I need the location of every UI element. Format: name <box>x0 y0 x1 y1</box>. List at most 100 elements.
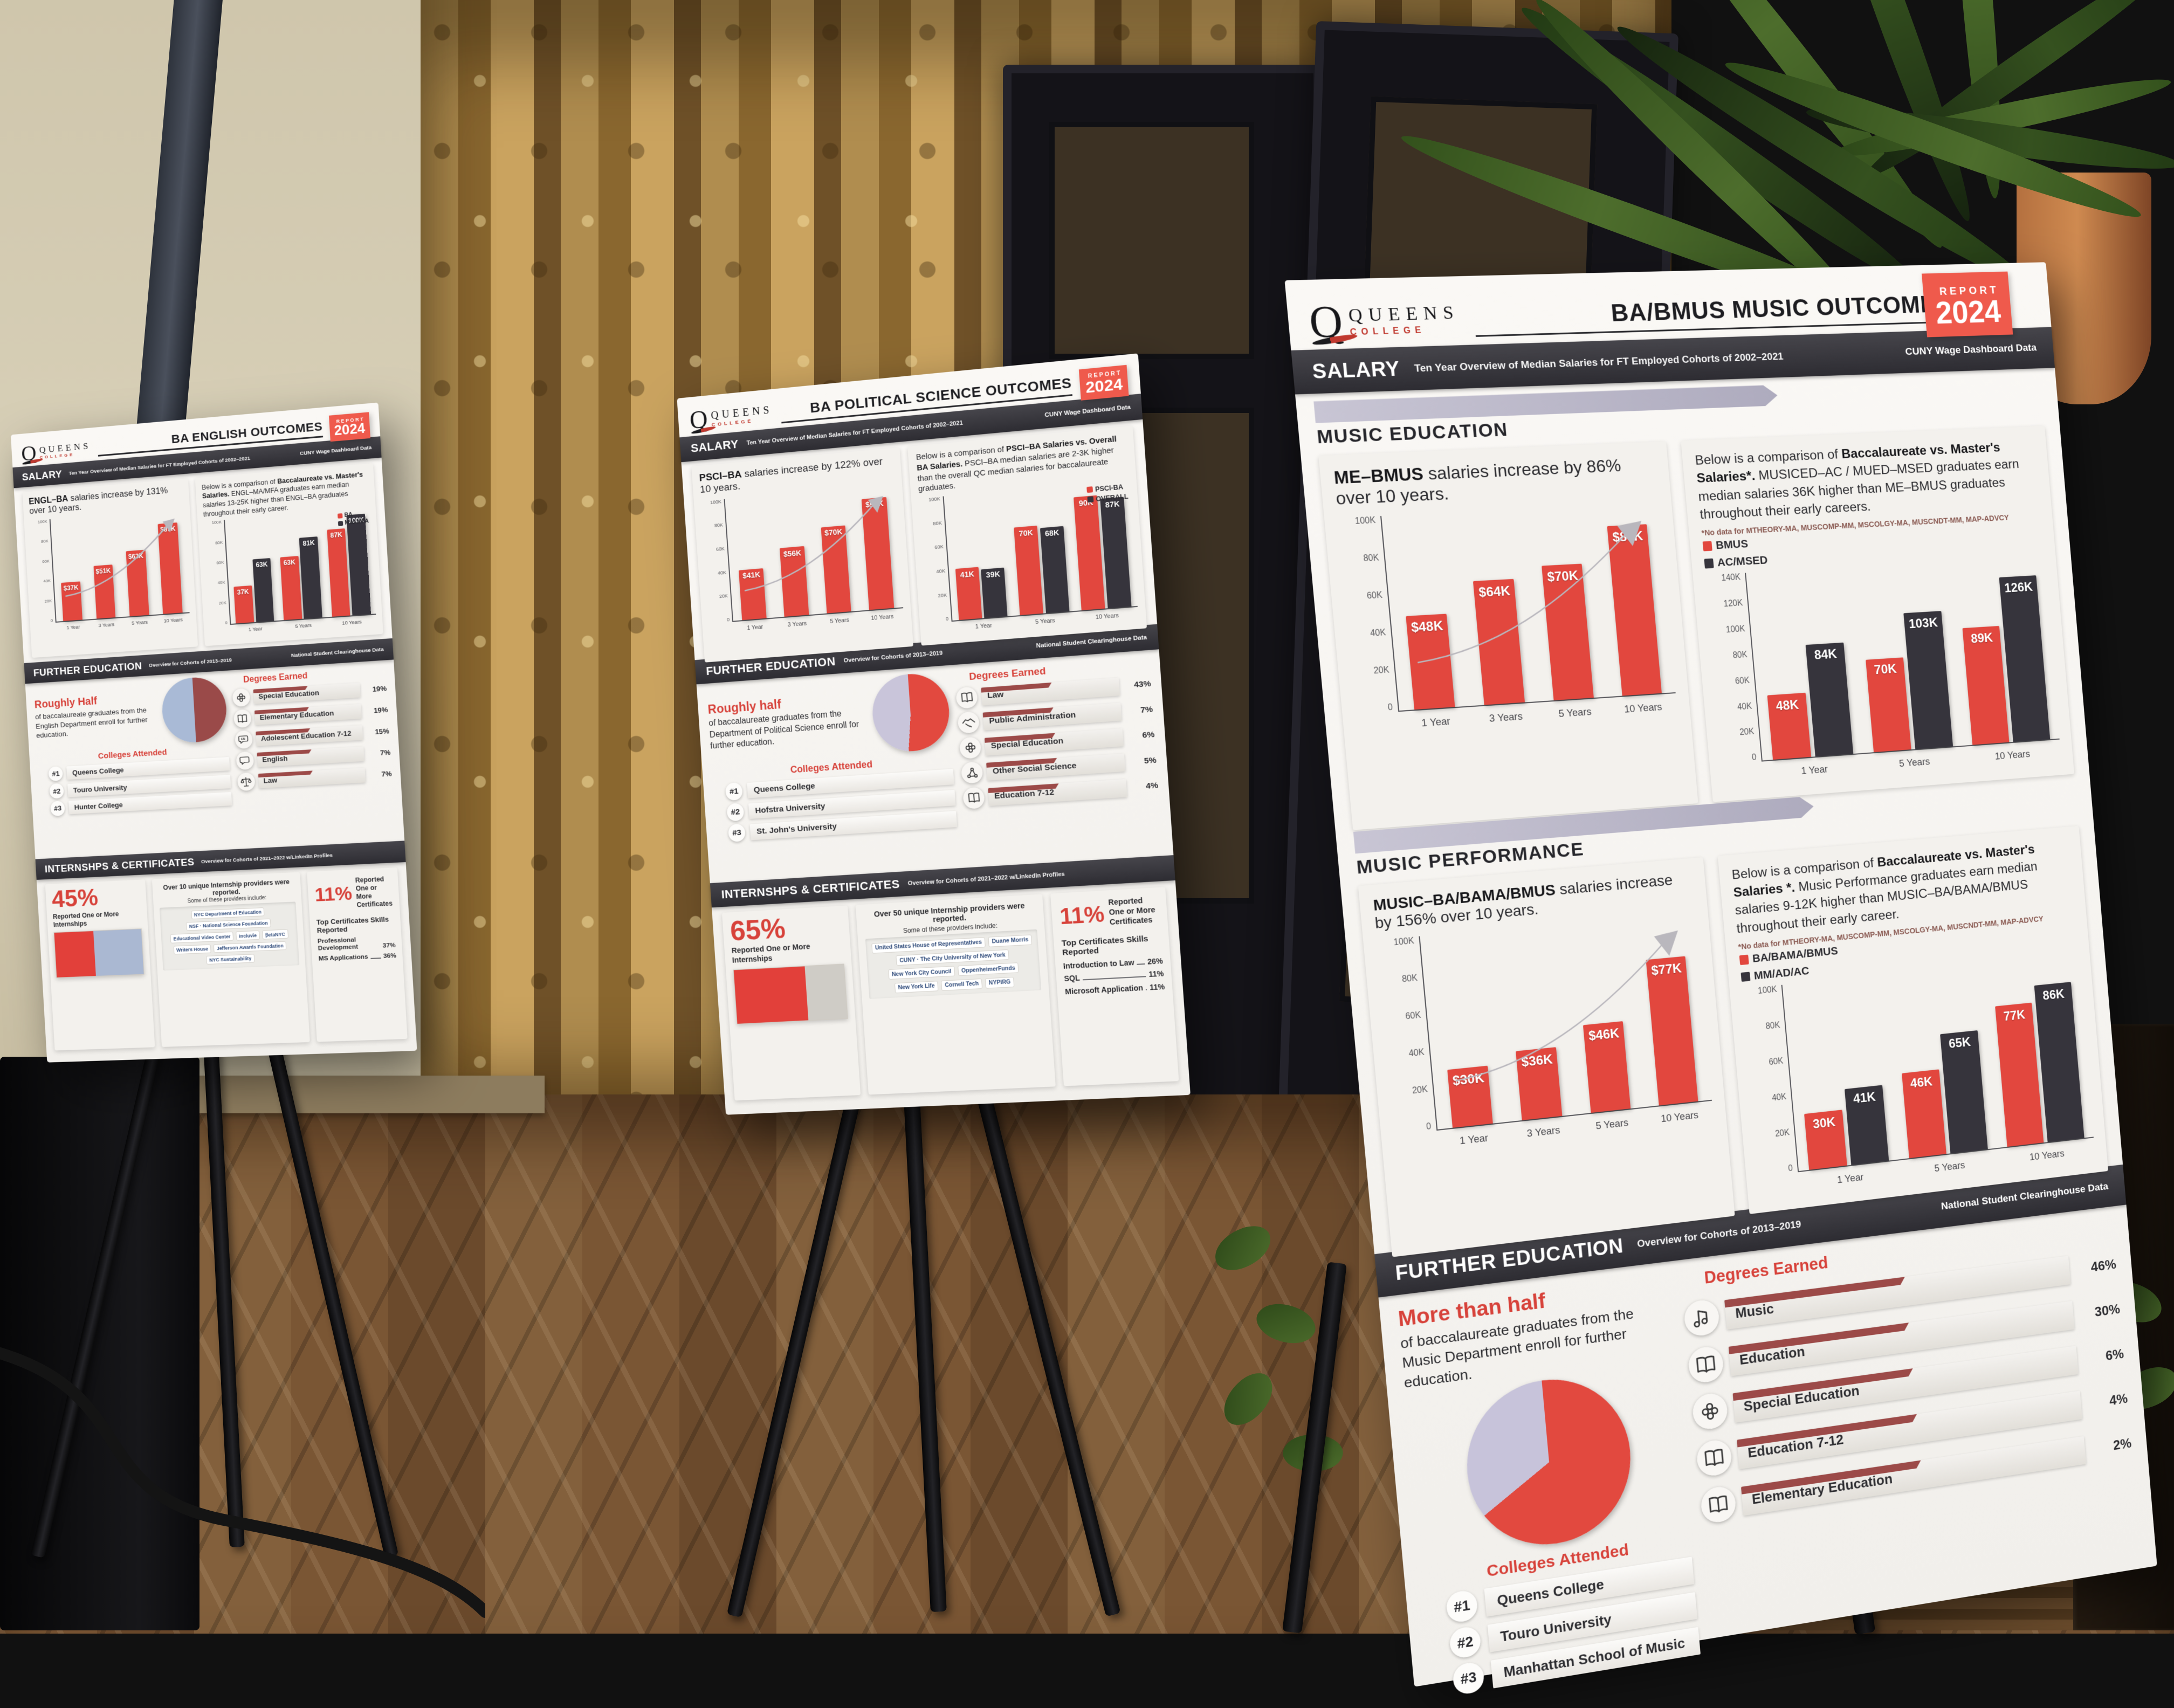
further-education-left: Roughly half of baccalaureate graduates … <box>706 672 959 877</box>
report-2024-badge: REPORT 2024 <box>1079 364 1129 401</box>
y-tick-label: 0 <box>927 617 949 623</box>
bar-value-label: 65K <box>1948 1035 1971 1052</box>
degree-percentage: 43% <box>1123 679 1151 691</box>
skill-name: SQL <box>1064 974 1080 983</box>
provider-logo: United States House of Representatives <box>871 937 986 954</box>
provider-logo: NSF · National Science Foundation <box>186 919 271 931</box>
bar-value-label: 126K <box>2004 580 2033 596</box>
degree-percentage: 7% <box>369 769 392 779</box>
bar-value-label: $77K <box>1650 961 1682 979</box>
bar-music-ba-bama-bmus: $30K <box>1447 1066 1493 1128</box>
college-rank-badge: #1 <box>1446 1589 1478 1623</box>
queens-college-logo: Q QUEENS COLLEGE <box>20 439 91 463</box>
certificates-panel: 11% Reported One or More Certificates To… <box>1050 887 1179 1086</box>
bar-value-label: $46K <box>1588 1026 1620 1044</box>
y-tick-label: 60K <box>1384 1011 1421 1023</box>
bar-value-label: 86K <box>2042 987 2065 1003</box>
degree-label: Law <box>981 678 1120 705</box>
x-tick-label: 3 Years <box>98 622 114 628</box>
y-tick-label: 0 <box>709 617 730 624</box>
college-rank-badge: #1 <box>725 782 744 801</box>
degree-label: Elementary Education <box>254 704 362 725</box>
music-education-comparison-panel: Below is a comparison of Baccalaureate v… <box>1681 426 2074 802</box>
providers-panel: Over 10 unique Internship providers were… <box>152 872 311 1047</box>
bar-value-label: $36K <box>1521 1052 1553 1070</box>
degree-percentage: 5% <box>1129 755 1157 767</box>
bar-ba: 37K <box>233 586 254 623</box>
further-education-pie-chart <box>870 672 952 754</box>
skill-name: Professional Development <box>318 935 379 952</box>
degree-percentage: 46% <box>2075 1256 2117 1277</box>
leader-line <box>1146 989 1147 990</box>
skill-percentage: 11% <box>1148 969 1164 979</box>
providers-panel: Over 50 unique Internship providers were… <box>856 894 1056 1095</box>
bar-value-label: $51K <box>95 567 111 576</box>
bar-ba: 63K <box>280 556 302 621</box>
degree-percentage: 19% <box>365 706 388 715</box>
logo-q-glyph: Q <box>1308 302 1344 342</box>
y-tick-label: 80K <box>1745 1021 1780 1033</box>
degree-percentage: 4% <box>1131 781 1159 793</box>
certificates-panel: 11% Reported One or More Certificates To… <box>307 867 408 1042</box>
internship-percentage: 65% <box>730 912 842 945</box>
y-tick-label: 80K <box>703 523 724 529</box>
flower-icon <box>1691 1392 1729 1431</box>
salary-comparison-panel: Below is a comparison of Baccalaureate v… <box>195 463 383 646</box>
bar-bmus: 70K <box>1866 657 1911 752</box>
bar-value-label: $90K <box>865 500 884 510</box>
degree-label: English <box>257 746 364 767</box>
svg-text:EN: EN <box>241 738 245 741</box>
degree-percentage: 7% <box>1125 705 1153 717</box>
logo-wordmark: QUEENS <box>1347 302 1460 327</box>
poster-ba-english-outcomes: Q QUEENS COLLEGE BA ENGLISH OUTCOMES REP… <box>11 403 417 1063</box>
y-tick-label: 100K <box>1710 625 1745 635</box>
internships-panel: 65% Reported One or More Internships <box>722 906 861 1100</box>
y-tick-label: 20K <box>1719 728 1755 739</box>
bar-psci-ba: $70K <box>821 525 851 614</box>
degree-percentage: 6% <box>1127 730 1155 742</box>
book-icon <box>1687 1345 1724 1385</box>
degree-percentage: 2% <box>2090 1435 2132 1457</box>
y-tick-label: 40K <box>207 581 225 586</box>
y-tick-label: 100K <box>1742 985 1777 997</box>
legend-label: AC/MSED <box>1717 554 1768 569</box>
bar-value-label: $41K <box>742 571 761 581</box>
x-tick-label: 5 Years <box>1898 756 1930 770</box>
queens-college-logo: Q QUEENS COLLEGE <box>689 402 774 432</box>
book-icon <box>1700 1485 1737 1525</box>
flower-icon <box>232 688 251 707</box>
bar-overall: 39K <box>981 567 1007 618</box>
internship-caption: Reported One or More Internships <box>53 909 142 929</box>
legend-label: BMUS <box>1715 538 1749 552</box>
x-tick-label: 5 Years <box>132 619 148 626</box>
bar-mm-ad-ac: 41K <box>1845 1085 1889 1165</box>
bar-value-label: 48K <box>1776 698 1800 714</box>
y-tick-label: 20K <box>1755 1128 1790 1141</box>
skills-title: Top Certificates Skills Reported <box>1061 933 1162 957</box>
y-tick-label: 60K <box>704 547 725 553</box>
y-tick-label: 60K <box>32 559 50 564</box>
screen-cutout <box>1049 122 1254 359</box>
book-icon <box>1696 1438 1733 1478</box>
degree-percentage: 15% <box>366 727 389 736</box>
no-internship-segment <box>805 965 848 1021</box>
y-tick-label: 40K <box>33 579 51 584</box>
bar-ma-mfa: 63K <box>252 558 274 622</box>
y-tick-label: 20K <box>1390 1085 1428 1098</box>
x-tick-label: 1 Year <box>1801 764 1828 777</box>
bar-bmus: 89K <box>1962 626 2009 745</box>
y-tick-label: 40K <box>1387 1048 1425 1060</box>
y-tick-label: 0 <box>1355 703 1393 714</box>
y-tick-label: 140K <box>1705 573 1741 583</box>
